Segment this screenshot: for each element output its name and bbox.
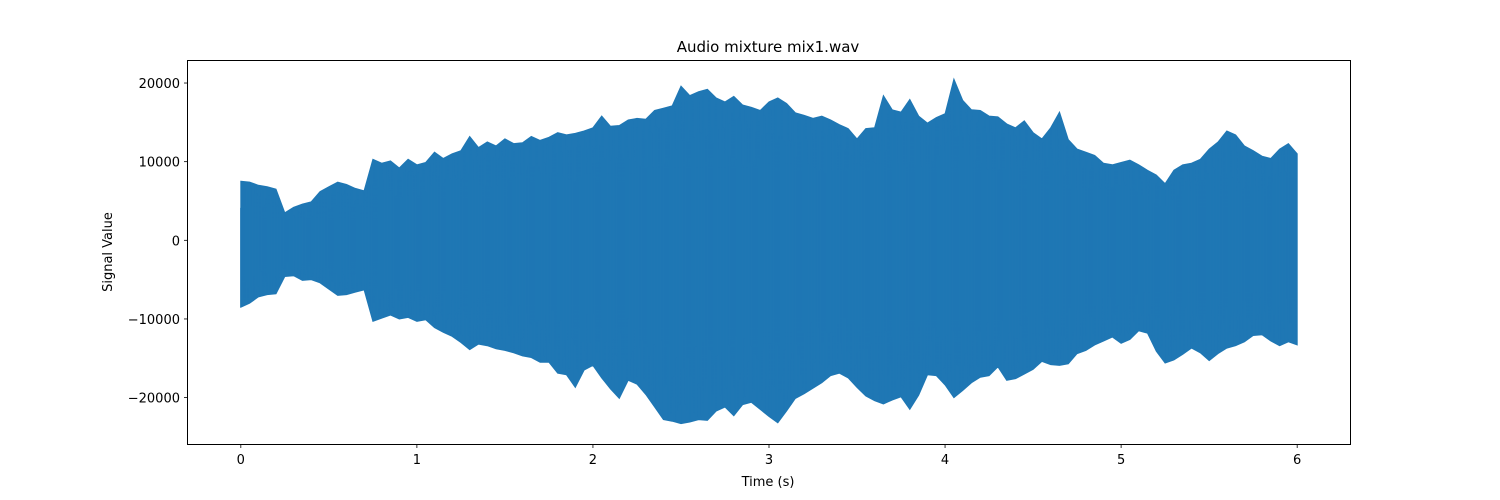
x-axis-label: Time (s) <box>741 475 795 490</box>
y-tick-label: −20000 <box>128 392 180 407</box>
x-tick-label: 2 <box>589 453 597 468</box>
x-tick-label: 6 <box>1293 453 1301 468</box>
y-axis: −20000 −10000 0 10000 20000 <box>128 77 188 407</box>
x-tick-label: 5 <box>1117 453 1125 468</box>
y-tick-label: 10000 <box>139 156 180 171</box>
x-axis: 0 1 2 3 4 5 6 <box>237 444 1301 468</box>
y-tick-label: 20000 <box>139 77 180 92</box>
y-tick-label: −10000 <box>128 313 180 328</box>
waveform-spikes <box>240 85 1297 424</box>
chart-title: Audio mixture mix1.wav <box>677 38 860 56</box>
x-tick-label: 4 <box>941 453 949 468</box>
y-axis-label: Signal Value <box>101 212 116 292</box>
x-tick-label: 0 <box>237 453 245 468</box>
waveform-series <box>240 77 1298 425</box>
x-tick-label: 3 <box>765 453 773 468</box>
y-tick-label: 0 <box>172 234 180 249</box>
x-tick-label: 1 <box>413 453 421 468</box>
